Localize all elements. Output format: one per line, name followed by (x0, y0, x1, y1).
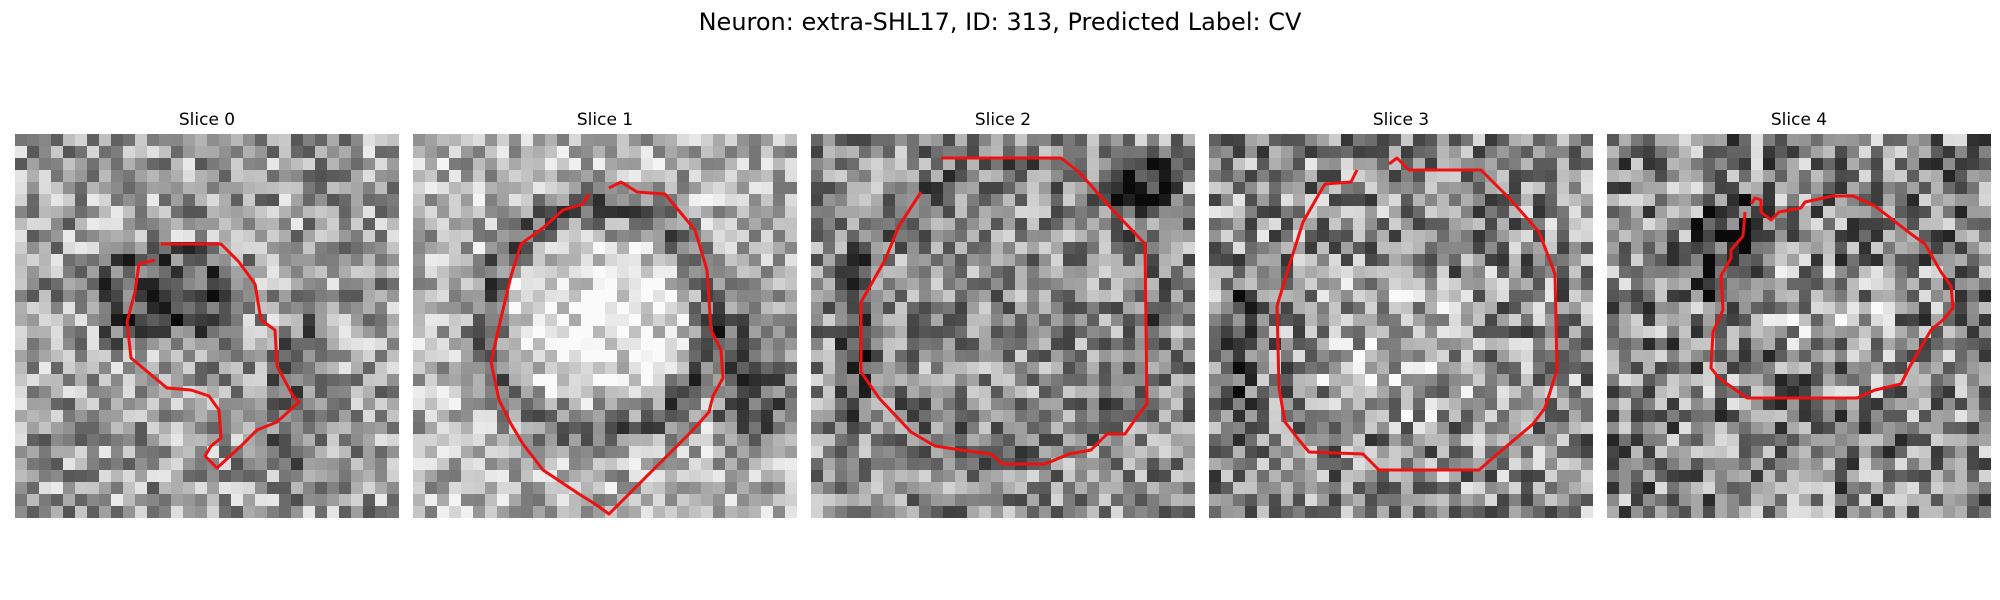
contour-line-2 (859, 156, 1149, 466)
slice-image-3 (1209, 134, 1593, 518)
slice-title-2: Slice 2 (974, 110, 1032, 130)
slice-title-0: Slice 0 (178, 110, 236, 130)
slice-title-1: Slice 1 (576, 110, 634, 130)
slice-image-0 (15, 134, 399, 518)
slice-image-2 (811, 134, 1195, 518)
slice-panel-3: Slice 3 (1209, 108, 1593, 518)
slice-image-1 (413, 134, 797, 518)
contour-line-4 (1709, 194, 1955, 400)
slice-title-4: Slice 4 (1770, 110, 1828, 130)
slice-panel-2: Slice 2 (811, 108, 1195, 518)
contour-line-3 (1275, 156, 1559, 472)
slice-panel-1: Slice 1 (413, 108, 797, 518)
contour-line-1 (489, 180, 725, 516)
figure-title: Neuron: extra-SHL17, ID: 313, Predicted … (698, 8, 1302, 36)
slice-panel-0: Slice 0 (15, 108, 399, 518)
slice-title-3: Slice 3 (1372, 110, 1430, 130)
slice-image-4 (1607, 134, 1991, 518)
contour-line-0 (125, 242, 301, 470)
slice-panel-4: Slice 4 (1607, 108, 1991, 518)
